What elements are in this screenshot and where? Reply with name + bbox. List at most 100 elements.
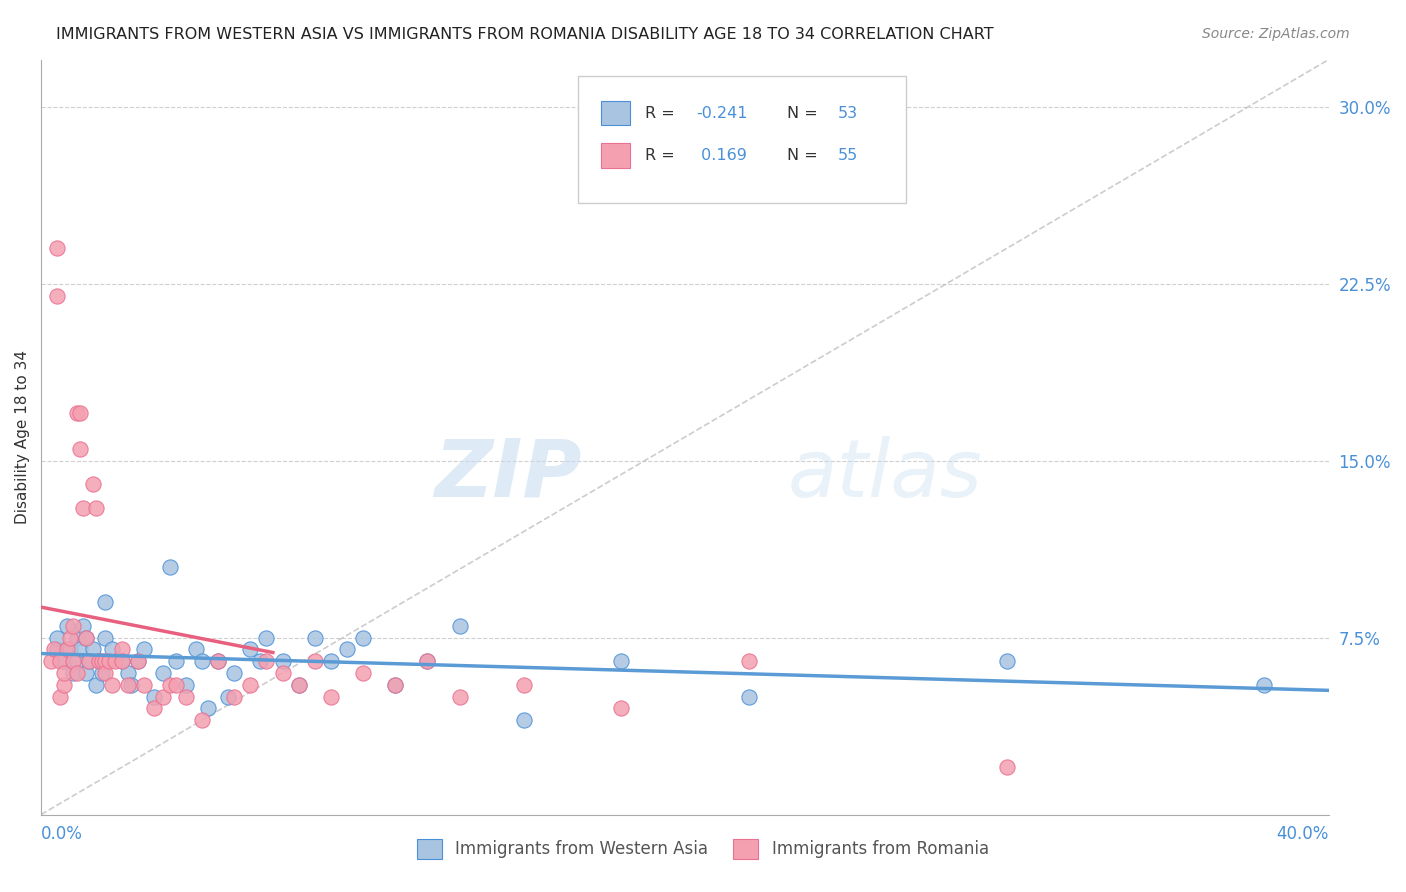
Point [49,654,72,668]
Point [609,654,631,668]
Text: ZIP: ZIP [434,436,582,514]
Point [127,654,149,668]
Point [52,678,75,692]
Point [1253,678,1275,692]
Text: -0.241: -0.241 [696,106,748,120]
Point [159,678,181,692]
Point [104,654,127,668]
Point [191,713,214,727]
Point [56,642,79,657]
Point [159,559,181,574]
Text: 0.169: 0.169 [696,148,748,163]
Point [217,690,239,704]
Point [87,654,110,668]
Point [738,654,761,668]
Point [87,654,110,668]
Point [207,654,229,668]
Text: R =: R = [645,148,681,163]
Point [65,654,87,668]
Point [62,654,84,668]
Point [513,678,536,692]
Point [224,690,246,704]
Point [224,665,246,680]
Point [995,760,1018,774]
Point [142,690,165,704]
Point [79,654,101,668]
Point [513,713,536,727]
Point [110,642,132,657]
Point [69,442,91,456]
Point [65,407,87,421]
Legend: Immigrants from Western Asia, Immigrants from Romania: Immigrants from Western Asia, Immigrants… [411,832,995,866]
Point [117,678,139,692]
Point [384,678,406,692]
Point [271,665,294,680]
Text: 53: 53 [838,106,858,120]
Point [72,619,94,633]
Point [239,642,262,657]
Point [75,631,97,645]
Text: 0.0%: 0.0% [41,825,83,843]
Point [65,665,87,680]
Point [127,654,149,668]
Point [46,642,69,657]
Point [84,500,107,515]
Text: atlas: atlas [787,436,983,514]
Point [101,678,124,692]
Point [995,654,1018,668]
Point [319,690,342,704]
Point [174,678,197,692]
Point [49,690,72,704]
Text: R =: R = [645,106,681,120]
Point [239,678,262,692]
Point [91,654,114,668]
Point [94,654,117,668]
Point [416,654,439,668]
Point [336,642,359,657]
Point [94,595,117,609]
Point [59,631,82,645]
Point [39,654,62,668]
Point [42,642,65,657]
Point [52,654,75,668]
Point [254,654,277,668]
Point [197,701,219,715]
Point [82,477,104,491]
Text: Source: ZipAtlas.com: Source: ZipAtlas.com [1202,27,1350,41]
Point [132,678,155,692]
Point [65,631,87,645]
Point [110,654,132,668]
Point [738,690,761,704]
Text: N =: N = [786,148,823,163]
Point [184,642,207,657]
Point [352,665,374,680]
Point [319,654,342,668]
Point [132,642,155,657]
Point [75,665,97,680]
Point [69,407,91,421]
Point [120,678,142,692]
Point [207,654,229,668]
Point [56,619,79,633]
Point [69,642,91,657]
Text: 55: 55 [838,148,858,163]
Point [110,654,132,668]
Point [449,619,471,633]
Text: N =: N = [786,106,823,120]
Point [165,654,187,668]
Point [62,665,84,680]
Point [304,631,326,645]
FancyBboxPatch shape [602,144,630,168]
Point [249,654,271,668]
Point [84,678,107,692]
Point [609,701,631,715]
Point [46,631,69,645]
Point [449,690,471,704]
Text: 40.0%: 40.0% [1277,825,1329,843]
FancyBboxPatch shape [602,101,630,125]
Point [75,631,97,645]
Point [91,665,114,680]
Point [117,665,139,680]
Point [352,631,374,645]
Point [79,654,101,668]
